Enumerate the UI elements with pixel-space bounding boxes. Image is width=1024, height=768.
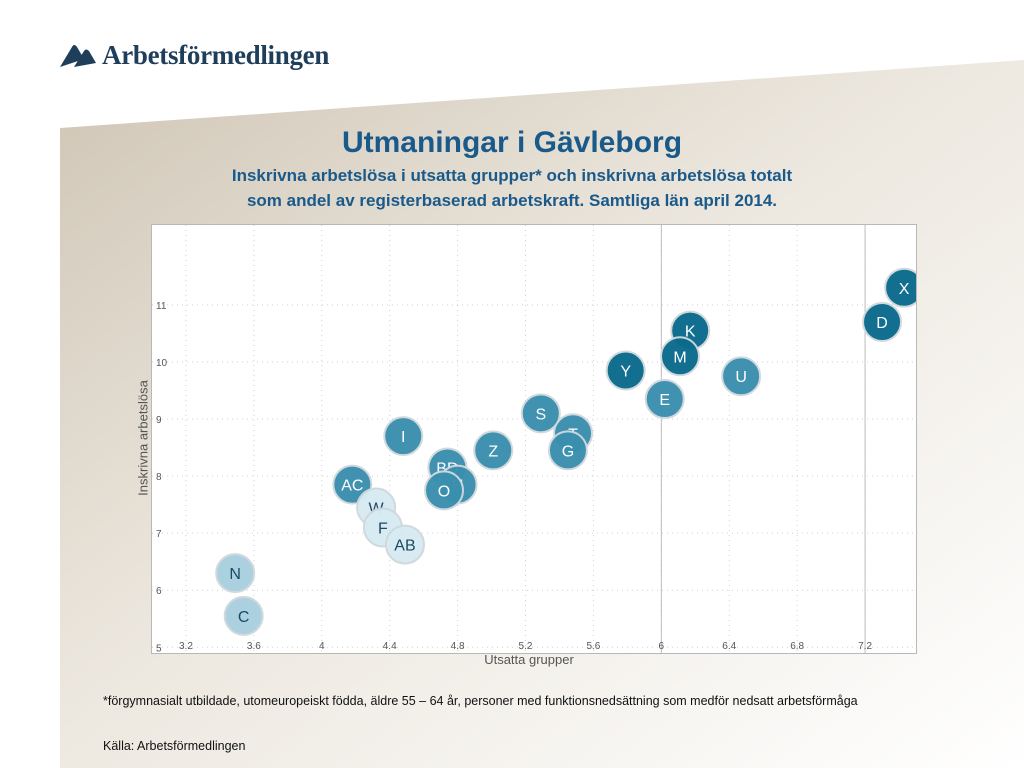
data-label-k: K <box>685 324 696 341</box>
data-label-e: E <box>659 392 670 409</box>
y-tick-label: 8 <box>156 472 162 483</box>
y-tick-label: 11 <box>156 301 167 312</box>
y-tick-label: 10 <box>156 358 168 369</box>
x-tick-label: 3.2 <box>179 641 193 652</box>
plot-area: 3.2 3.6 4 4.4 4.8 5.2 5.6 6 6.4 6.8 7.2 5 6 7 8 9 10 11 X D… <box>151 224 925 654</box>
data-point-i <box>383 416 424 457</box>
logo-text: Arbetsförmedlingen <box>102 39 330 70</box>
data-label-f: F <box>378 520 388 537</box>
data-point-ab <box>384 524 425 565</box>
footnote: *förgymnasialt utbildade, utomeuropeiskt… <box>103 694 858 708</box>
x-tick-label: 6 <box>659 641 665 652</box>
data-point-d <box>862 302 903 343</box>
chart-subtitle-line2: som andel av registerbaserad arbetskraft… <box>246 191 778 210</box>
data-point-c <box>223 595 264 636</box>
data-point-g <box>547 430 588 471</box>
logo-mark-icon <box>60 45 96 67</box>
data-point-y <box>605 350 646 391</box>
data-label-g: G <box>562 443 574 460</box>
data-point-m <box>660 336 701 377</box>
data-label-z: Z <box>488 443 498 460</box>
data-point-n <box>215 553 256 594</box>
data-label-u: U <box>735 369 747 386</box>
logo: Arbetsförmedlingen <box>58 38 329 72</box>
chart-subtitle-line1: Inskrivna arbetslösa i utsatta grupper* … <box>231 166 793 185</box>
data-point-z <box>473 430 514 471</box>
data-label-d: D <box>876 315 888 332</box>
y-tick-label: 9 <box>156 415 162 426</box>
data-label-n: N <box>229 566 241 583</box>
x-axis-label: Utsatta grupper <box>484 652 574 667</box>
data-label-s: S <box>535 406 546 423</box>
data-label-c: C <box>238 609 250 626</box>
x-tick-label: 4.4 <box>383 641 397 652</box>
data-label-o: O <box>438 483 450 500</box>
x-tick-label: 5.2 <box>519 641 533 652</box>
data-point-u <box>721 356 762 397</box>
data-label-ac: AC <box>341 478 363 495</box>
scatter-chart: 3.2 3.6 4 4.4 4.8 5.2 5.6 6 6.4 6.8 7.2 5 6 7 8 9 10 11 XD… <box>152 225 925 654</box>
source-note: Källa: Arbetsförmedlingen <box>103 739 246 753</box>
y-tick-label: 6 <box>156 586 162 597</box>
data-point-e <box>644 379 685 420</box>
data-point-s <box>520 393 561 434</box>
data-label-m: M <box>673 349 686 366</box>
x-tick-label: 4.8 <box>451 641 465 652</box>
x-tick-label: 4 <box>319 641 325 652</box>
y-tick-label: 5 <box>156 643 162 653</box>
x-tick-label: 3.6 <box>247 641 261 652</box>
data-label-x: X <box>899 281 910 298</box>
y-axis-label: Inskrivna arbetslösa <box>135 380 151 496</box>
data-label-i: I <box>401 429 405 446</box>
y-tick-label: 7 <box>156 529 162 540</box>
x-tick-label: 5.6 <box>586 641 600 652</box>
data-point-o <box>424 470 465 511</box>
x-tick-label: 6.4 <box>722 641 736 652</box>
chart-title: Utmaningar i Gävleborg <box>341 126 683 159</box>
data-label-y: Y <box>620 364 631 381</box>
x-tick-label: 6.8 <box>790 641 804 652</box>
x-tick-label: 7.2 <box>858 641 872 652</box>
data-label-ab: AB <box>394 538 415 555</box>
